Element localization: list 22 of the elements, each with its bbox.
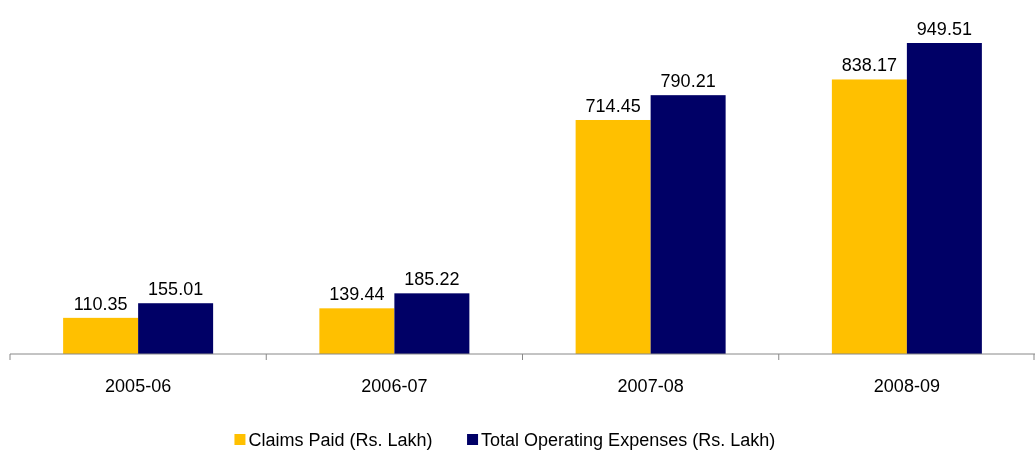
- data-label: 838.17: [841, 55, 897, 76]
- bar: [319, 308, 395, 354]
- bar: [650, 95, 726, 354]
- data-label: 185.22: [404, 269, 460, 290]
- data-label: 949.51: [916, 19, 972, 39]
- data-label: 714.45: [585, 95, 641, 116]
- x-tick-label: 2007-08: [617, 376, 684, 396]
- bar: [394, 293, 470, 354]
- x-tick-label: 2008-09: [873, 376, 940, 396]
- data-label: 155.01: [148, 279, 204, 300]
- legend-label: Total Operating Expenses (Rs. Lakh): [481, 430, 776, 450]
- bar: [575, 119, 651, 354]
- bar: [138, 303, 214, 354]
- data-label: 110.35: [73, 293, 128, 314]
- bar: [906, 43, 982, 354]
- data-label: 790.21: [660, 71, 716, 92]
- bar: [63, 317, 139, 354]
- x-tick-label: 2006-07: [361, 376, 428, 396]
- bar: [831, 79, 907, 354]
- data-label: 139.44: [329, 284, 385, 305]
- x-tick-label: 2005-06: [105, 376, 172, 396]
- legend-label: Claims Paid (Rs. Lakh): [248, 430, 433, 450]
